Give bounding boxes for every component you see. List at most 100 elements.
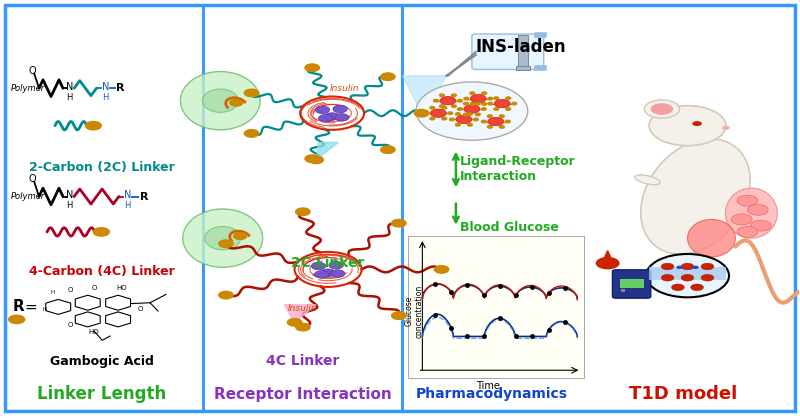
Circle shape [499, 126, 504, 128]
Circle shape [494, 108, 498, 110]
Text: H: H [50, 291, 54, 296]
Text: O: O [138, 306, 143, 312]
Circle shape [334, 114, 349, 121]
Text: Ligand-Receptor
Interaction: Ligand-Receptor Interaction [460, 155, 576, 184]
Circle shape [448, 112, 453, 115]
Circle shape [661, 274, 674, 281]
FancyBboxPatch shape [620, 279, 643, 288]
Circle shape [309, 156, 323, 163]
Text: Insulin: Insulin [330, 84, 359, 93]
Text: H: H [66, 93, 73, 102]
Circle shape [644, 100, 679, 118]
Circle shape [333, 105, 347, 113]
Circle shape [482, 103, 486, 105]
Circle shape [9, 315, 25, 324]
Circle shape [737, 227, 758, 237]
Circle shape [94, 228, 110, 236]
Text: Blood Glucose: Blood Glucose [460, 221, 558, 234]
Circle shape [234, 233, 246, 240]
Circle shape [488, 97, 493, 100]
Circle shape [482, 108, 486, 110]
Text: R: R [13, 299, 25, 314]
FancyBboxPatch shape [408, 236, 584, 378]
Circle shape [329, 262, 343, 269]
Circle shape [482, 92, 486, 94]
Text: H: H [102, 93, 109, 102]
Circle shape [381, 146, 395, 153]
Circle shape [424, 112, 429, 115]
Circle shape [414, 110, 429, 117]
Text: H: H [66, 201, 73, 210]
Text: HO: HO [89, 329, 99, 335]
Text: N: N [66, 190, 73, 200]
FancyBboxPatch shape [518, 35, 528, 68]
Text: R: R [140, 191, 149, 201]
FancyBboxPatch shape [472, 34, 544, 69]
Text: INS-laden: INS-laden [476, 38, 566, 56]
FancyBboxPatch shape [622, 289, 626, 292]
Polygon shape [316, 143, 338, 160]
Circle shape [467, 113, 472, 115]
Ellipse shape [182, 209, 262, 268]
Circle shape [463, 113, 468, 116]
Circle shape [506, 120, 510, 123]
Ellipse shape [726, 188, 778, 238]
Text: N: N [66, 82, 73, 92]
Text: Time: Time [476, 381, 500, 391]
Circle shape [475, 102, 480, 105]
Circle shape [321, 269, 335, 276]
Circle shape [455, 113, 460, 115]
Circle shape [499, 115, 504, 117]
Text: H: H [125, 201, 131, 210]
Circle shape [464, 97, 469, 100]
Text: Pharmacodynamics: Pharmacodynamics [416, 387, 568, 401]
Text: Insulin: Insulin [288, 304, 318, 314]
Circle shape [296, 324, 310, 331]
Circle shape [442, 107, 446, 109]
Circle shape [430, 117, 434, 120]
Circle shape [494, 99, 510, 108]
Circle shape [482, 120, 486, 123]
Circle shape [430, 109, 446, 117]
Circle shape [314, 271, 329, 278]
Circle shape [701, 263, 714, 270]
Circle shape [455, 124, 460, 126]
Circle shape [661, 263, 674, 270]
Text: T1D model: T1D model [630, 385, 738, 403]
Circle shape [487, 126, 492, 128]
Circle shape [750, 220, 771, 231]
Circle shape [315, 106, 330, 114]
Ellipse shape [641, 139, 750, 254]
Circle shape [86, 122, 102, 130]
Circle shape [442, 117, 446, 120]
Circle shape [650, 103, 673, 115]
Circle shape [439, 105, 444, 107]
Circle shape [381, 73, 395, 80]
Circle shape [330, 270, 345, 277]
Circle shape [475, 113, 480, 116]
Circle shape [244, 130, 258, 137]
Text: H: H [42, 307, 46, 312]
Circle shape [230, 99, 242, 106]
Circle shape [464, 105, 480, 113]
Circle shape [747, 204, 768, 215]
Circle shape [456, 115, 472, 124]
Circle shape [451, 94, 456, 97]
Text: 2C Linker: 2C Linker [291, 256, 365, 270]
Circle shape [311, 263, 326, 270]
Polygon shape [402, 76, 446, 117]
Circle shape [596, 257, 620, 270]
Ellipse shape [205, 227, 241, 250]
Circle shape [470, 103, 474, 105]
Circle shape [692, 266, 698, 269]
Text: O: O [67, 287, 73, 293]
Circle shape [494, 97, 498, 99]
FancyBboxPatch shape [649, 268, 726, 280]
Circle shape [434, 99, 438, 102]
Circle shape [649, 106, 726, 146]
Circle shape [701, 274, 714, 281]
Text: R: R [116, 83, 125, 93]
Circle shape [416, 82, 528, 140]
FancyBboxPatch shape [5, 5, 795, 411]
Circle shape [325, 113, 339, 120]
